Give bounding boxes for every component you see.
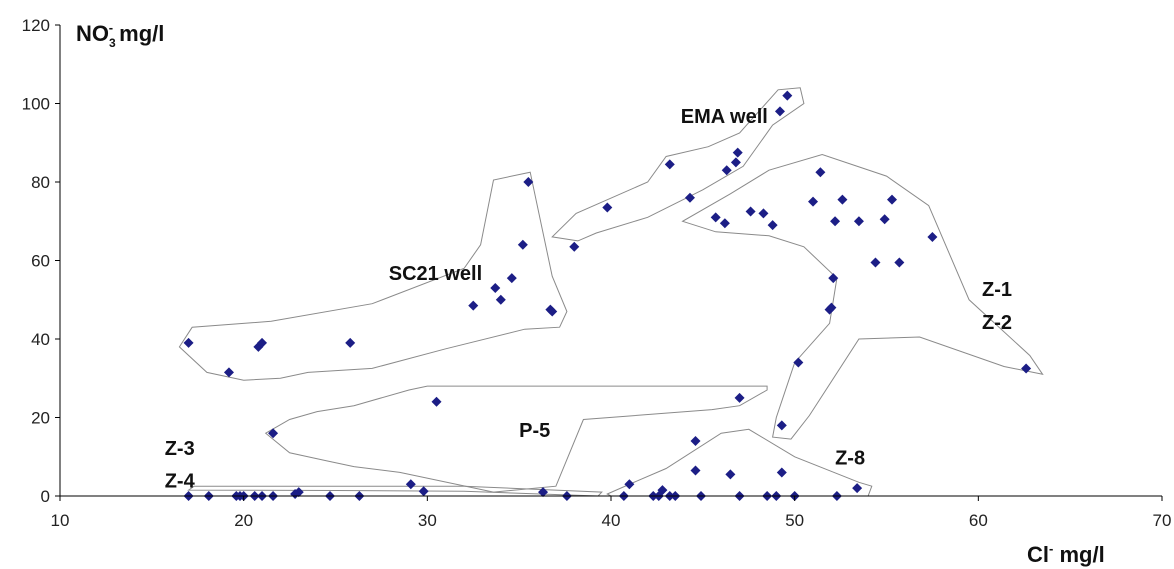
data-point [927, 231, 938, 242]
data-point [870, 257, 881, 268]
data-point [767, 220, 778, 231]
region-label: Z-8 [835, 448, 865, 470]
x-tick-label: 70 [1153, 511, 1172, 530]
data-point [538, 487, 549, 498]
data-point [183, 337, 194, 348]
data-point [828, 273, 839, 284]
y-tick-label: 100 [22, 95, 50, 114]
data-point [853, 216, 864, 227]
data-point [852, 483, 863, 494]
data-point [569, 241, 580, 252]
data-point [664, 159, 675, 170]
data-point [734, 392, 745, 403]
data-point [506, 273, 517, 284]
region-label: SC21 well [389, 263, 482, 285]
y-tick-label: 20 [31, 409, 50, 428]
region-outline [187, 485, 603, 497]
data-point [808, 196, 819, 207]
region-outline [178, 171, 568, 381]
data-point [690, 436, 701, 447]
data-point [826, 302, 837, 313]
data-point [405, 479, 416, 490]
data-point [602, 202, 613, 213]
data-point [547, 306, 558, 317]
y-tick-label: 40 [31, 330, 50, 349]
data-point [745, 206, 756, 217]
region-label: Z-2 [982, 312, 1012, 334]
data-point [624, 479, 635, 490]
data-point [710, 212, 721, 223]
region-outline [264, 385, 768, 493]
data-point [517, 239, 528, 250]
region-outline [606, 428, 873, 497]
region-label: P-5 [519, 420, 550, 442]
y-tick-label: 60 [31, 252, 50, 271]
x-tick-label: 30 [418, 511, 437, 530]
data-point [690, 465, 701, 476]
data-point [758, 208, 769, 219]
data-point [418, 486, 429, 497]
data-point [290, 489, 301, 500]
data-point [815, 167, 826, 178]
data-point [1021, 363, 1032, 374]
data-point [782, 90, 793, 101]
data-point [793, 357, 804, 368]
data-point [719, 218, 730, 229]
data-point [523, 177, 534, 187]
data-point [730, 157, 741, 168]
region-label: Z-4 [165, 470, 196, 492]
data-point [837, 194, 848, 205]
data-point [887, 194, 898, 205]
x-tick-label: 60 [969, 511, 988, 530]
data-point [268, 428, 279, 439]
data-point [345, 337, 356, 348]
region-label: EMA well [681, 106, 768, 128]
data-point [431, 396, 442, 407]
data-point [495, 294, 506, 305]
data-point [725, 469, 736, 480]
data-point [684, 192, 695, 203]
data-point [774, 106, 785, 117]
data-point [879, 214, 890, 225]
region-outline [551, 87, 805, 242]
region-outlines [178, 87, 1044, 497]
data-point [468, 300, 479, 311]
data-point [257, 337, 268, 348]
region-outline [681, 153, 1044, 440]
data-point [490, 282, 501, 293]
y-axis-title: NO3- mg/l [76, 20, 164, 50]
data-point [894, 257, 905, 268]
x-axis-title: Cl- mg/l [1027, 541, 1105, 567]
y-tick-label: 0 [41, 487, 50, 506]
axis-ticks: 0 20 40 60 80 100 120 10 20 30 40 50 60 70 [22, 16, 1172, 530]
y-tick-label: 120 [22, 16, 50, 35]
x-tick-label: 20 [234, 511, 253, 530]
region-labels: EMA well SC21 well Z-1 Z-2 P-5 Z-3 Z-4 Z-8 [165, 106, 1012, 492]
region-label: Z-1 [982, 279, 1012, 301]
x-tick-label: 50 [785, 511, 804, 530]
data-point [732, 147, 743, 158]
data-point [830, 216, 841, 227]
y-tick-label: 80 [31, 173, 50, 192]
region-label: Z-3 [165, 438, 195, 460]
x-tick-label: 40 [602, 511, 621, 530]
data-point [223, 367, 234, 378]
data-point [776, 467, 787, 478]
data-point [721, 165, 732, 176]
x-tick-label: 10 [51, 511, 70, 530]
data-point [776, 420, 787, 431]
data-points [183, 90, 1032, 501]
